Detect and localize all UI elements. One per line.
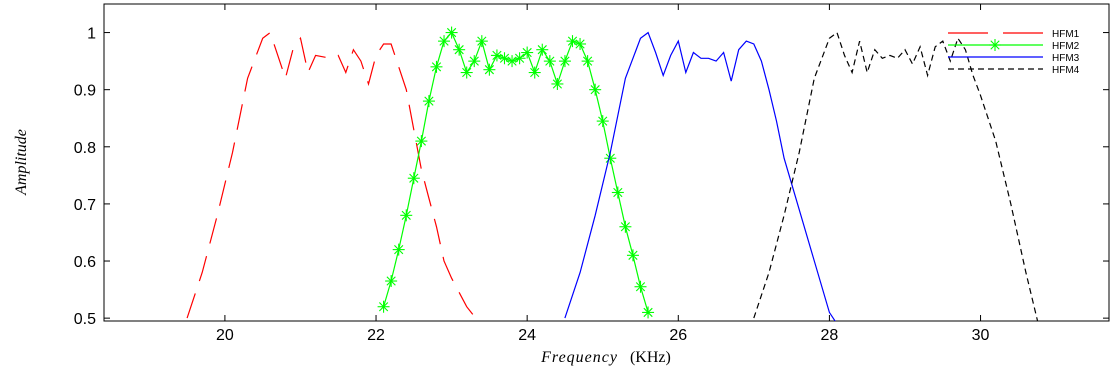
y-tick-label: 0.5 — [74, 311, 96, 328]
y-axis-title: Amplitude — [13, 129, 30, 196]
asterisk-marker — [400, 209, 413, 222]
legend-label: HFM4 — [1052, 65, 1080, 76]
y-tick-label: 0.6 — [74, 254, 96, 271]
asterisk-marker — [581, 55, 594, 68]
asterisk-marker — [574, 37, 587, 50]
y-tick-label: 0.7 — [74, 197, 96, 214]
asterisk-marker — [415, 135, 428, 148]
legend-item: HFM1 — [948, 29, 1080, 40]
asterisk-marker — [453, 43, 466, 56]
series-lines — [186, 26, 1039, 321]
asterisk-marker — [521, 46, 534, 59]
asterisk-marker — [392, 243, 405, 256]
asterisk-marker — [438, 35, 451, 48]
x-tick-label: 22 — [367, 327, 385, 344]
y-tick-label: 1 — [87, 26, 96, 43]
y-tick-label: 0.8 — [74, 140, 96, 157]
asterisk-marker — [430, 60, 443, 73]
legend-label: HFM1 — [1052, 29, 1080, 40]
asterisk-marker — [642, 306, 655, 319]
series-hfm1 — [186, 31, 479, 321]
asterisk-marker — [634, 280, 647, 293]
asterisk-marker — [558, 55, 571, 68]
asterisk-marker — [377, 300, 390, 313]
asterisk-marker — [513, 52, 526, 65]
series-hfm4 — [753, 31, 1039, 321]
asterisk-marker — [422, 95, 435, 108]
series-hfm2 — [377, 26, 655, 319]
legend-item: HFM2 — [948, 39, 1080, 52]
asterisk-marker — [596, 115, 609, 128]
asterisk-marker — [536, 43, 549, 56]
asterisk-marker — [407, 172, 420, 185]
asterisk-marker — [989, 39, 1001, 51]
series-line — [186, 31, 479, 321]
asterisk-marker — [475, 35, 488, 48]
axis-ticks — [104, 4, 1109, 321]
asterisk-marker — [626, 249, 639, 262]
asterisk-marker — [483, 63, 496, 76]
x-tick-label: 30 — [972, 327, 990, 344]
series-line — [383, 31, 649, 313]
tick-labels: 20 22 24 26 28 30 0.5 0.6 0.7 0.8 0.9 1 — [74, 26, 990, 344]
asterisk-marker — [543, 55, 556, 68]
asterisk-marker — [468, 55, 481, 68]
series-line — [753, 31, 1039, 321]
series-line — [564, 31, 836, 321]
legend-label: HFM3 — [1052, 53, 1080, 64]
x-tick-label: 28 — [821, 327, 839, 344]
x-tick-label: 26 — [669, 327, 687, 344]
asterisk-marker — [619, 220, 632, 233]
asterisk-marker — [460, 66, 473, 79]
asterisk-marker — [385, 275, 398, 288]
legend-label: HFM2 — [1052, 41, 1080, 52]
asterisk-marker — [589, 83, 602, 96]
asterisk-marker — [445, 26, 458, 39]
asterisk-marker — [551, 77, 564, 90]
x-tick-label: 24 — [518, 327, 536, 344]
x-tick-label: 20 — [216, 327, 234, 344]
legend-item: HFM4 — [948, 65, 1080, 76]
x-axis-title: Frequency (KHz) — [540, 349, 671, 366]
x-axis-title-unit: (KHz) — [630, 349, 671, 366]
series-hfm3 — [564, 31, 836, 321]
asterisk-marker — [611, 186, 624, 199]
y-tick-label: 0.9 — [74, 83, 96, 100]
x-axis-title-name: Frequency — [540, 349, 618, 366]
legend-item: HFM3 — [948, 53, 1080, 64]
asterisk-marker — [528, 66, 541, 79]
